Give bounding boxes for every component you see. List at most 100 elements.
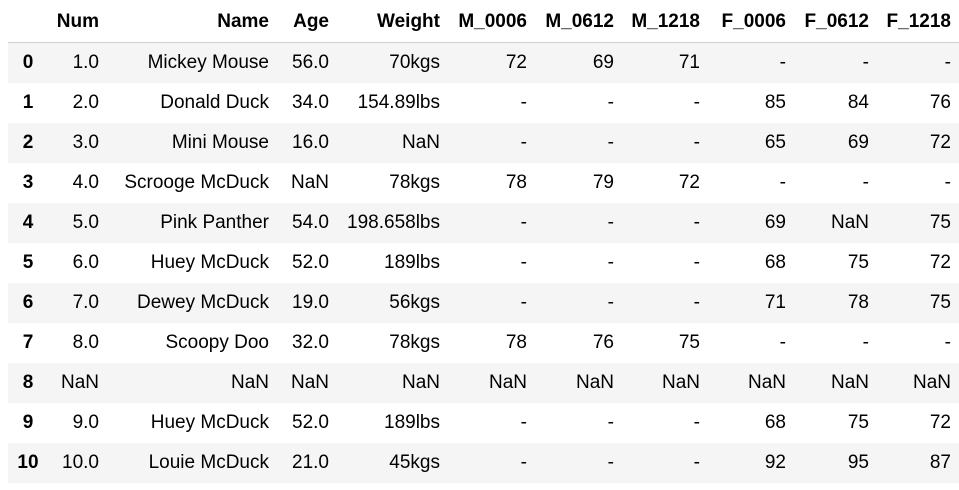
cell-m-0006: 72 [505,52,527,73]
cell-num: 9.0 [72,412,99,433]
cell-m-1218: - [693,92,700,113]
row-index: 5 [22,252,34,273]
table-row: 2 3.0 Mini Mouse 16.0 NaN - - - 65 69 72 [8,123,959,163]
cell-name: Louie McDuck [148,452,269,473]
row-index: 10 [17,452,39,473]
cell-f-1218: 76 [929,92,951,113]
cell-f-0006: - [779,52,786,73]
cell-num: 7.0 [72,292,99,313]
table-row: 0 1.0 Mickey Mouse 56.0 70kgs 72 69 71 - - - [8,42,959,83]
cell-name: Scoopy Doo [165,332,269,353]
table-row: 6 7.0 Dewey McDuck 19.0 56kgs - - - 71 78 75 [8,283,959,323]
cell-m-1218: - [693,212,700,233]
cell-age: 52.0 [292,412,329,433]
cell-age: 32.0 [292,332,329,353]
cell-num: 5.0 [72,212,99,233]
column-header-f-0612: F_0612 [794,2,877,43]
cell-m-0612: - [607,132,614,153]
cell-weight: 198.658lbs [347,212,440,233]
cell-f-0006: 65 [764,132,786,153]
cell-name: Huey McDuck [150,252,269,273]
column-header-f-1218: F_1218 [877,2,959,43]
cell-m-0612: - [607,292,614,313]
table-header: Num Name Age Weight M_0006 M_0612 M_1218… [8,2,959,43]
cell-m-0006: - [520,452,527,473]
cell-f-0612: 84 [847,92,869,113]
cell-name: Dewey McDuck [137,292,269,313]
cell-f-0006: 71 [764,292,786,313]
cell-f-0612: - [862,332,869,353]
column-header-m-0612: M_0612 [535,2,622,43]
cell-age: NaN [290,372,329,393]
cell-f-0006: 68 [764,252,786,273]
table-row: 8 NaN NaN NaN NaN NaN NaN NaN NaN NaN NaN [8,363,959,403]
cell-m-1218: - [693,412,700,433]
cell-f-0006: - [779,172,786,193]
cell-num: 3.0 [72,132,99,153]
cell-f-1218: 75 [929,292,951,313]
row-index: 7 [22,332,34,353]
cell-m-0006: - [520,92,527,113]
table-row: 4 5.0 Pink Panther 54.0 198.658lbs - - - 69 NaN 75 [8,203,959,243]
cell-m-1218: NaN [661,372,700,393]
cell-f-1218: - [944,332,951,353]
cell-f-0612: NaN [830,212,869,233]
table-row: 10 10.0 Louie McDuck 21.0 45kgs - - - 92 95 87 [8,443,959,483]
column-header-name: Name [107,2,277,43]
row-index: 8 [22,372,34,393]
cell-m-0612: 76 [592,332,614,353]
cell-m-0612: 79 [592,172,614,193]
cell-m-1218: 72 [678,172,700,193]
cell-m-1218: - [693,292,700,313]
table-row: 5 6.0 Huey McDuck 52.0 189lbs - - - 68 75 72 [8,243,959,283]
cell-m-0006: - [520,132,527,153]
cell-m-0006: - [520,292,527,313]
cell-age: 16.0 [292,132,329,153]
cell-name: Pink Panther [160,212,269,233]
cell-m-0006: 78 [505,172,527,193]
cell-f-0612: 69 [847,132,869,153]
column-header-num: Num [52,2,107,43]
cell-age: 54.0 [292,212,329,233]
cell-f-0612: - [862,172,869,193]
table-body: 0 1.0 Mickey Mouse 56.0 70kgs 72 69 71- - -1 2.0 Do… [8,42,959,483]
cell-m-1218: 71 [678,52,700,73]
cell-m-1218: - [693,452,700,473]
cell-age: 52.0 [292,252,329,273]
cell-num: 4.0 [72,172,99,193]
cell-name: Mickey Mouse [147,52,269,73]
row-index: 1 [22,92,34,113]
cell-f-0006: 69 [764,212,786,233]
row-index: 6 [22,292,34,313]
cell-name: Scrooge McDuck [124,172,269,193]
cell-name: Mini Mouse [171,132,269,153]
cell-weight: NaN [401,132,440,153]
dataframe-output: Num Name Age Weight M_0006 M_0612 M_1218… [8,2,959,483]
cell-f-1218: - [944,172,951,193]
cell-m-0612: - [607,252,614,273]
cell-weight: 78kgs [389,332,440,353]
cell-name: Huey McDuck [150,412,269,433]
cell-f-1218: 75 [929,212,951,233]
cell-f-0006: - [779,332,786,353]
cell-m-0006: - [520,412,527,433]
cell-m-1218: - [693,132,700,153]
table-row: 7 8.0 Scoopy Doo 32.0 78kgs 78 76 75 - - - [8,323,959,363]
cell-f-1218: 87 [929,452,951,473]
row-index: 9 [22,412,34,433]
cell-num: 1.0 [72,52,99,73]
cell-age: 21.0 [292,452,329,473]
table-row: 9 9.0 Huey McDuck 52.0 189lbs - - - 68 75 72 [8,403,959,443]
cell-name: NaN [230,372,269,393]
row-index: 4 [22,212,34,233]
cell-f-0612: NaN [830,372,869,393]
row-index: 3 [22,172,34,193]
cell-f-0006: NaN [747,372,786,393]
table-row: 3 4.0 Scrooge McDuck NaN 78kgs 78 79 72 - - - [8,163,959,203]
cell-f-0612: - [862,52,869,73]
cell-m-1218: - [693,252,700,273]
cell-m-0612: NaN [575,372,614,393]
cell-m-0006: - [520,212,527,233]
cell-age: 56.0 [292,52,329,73]
cell-age: NaN [290,172,329,193]
